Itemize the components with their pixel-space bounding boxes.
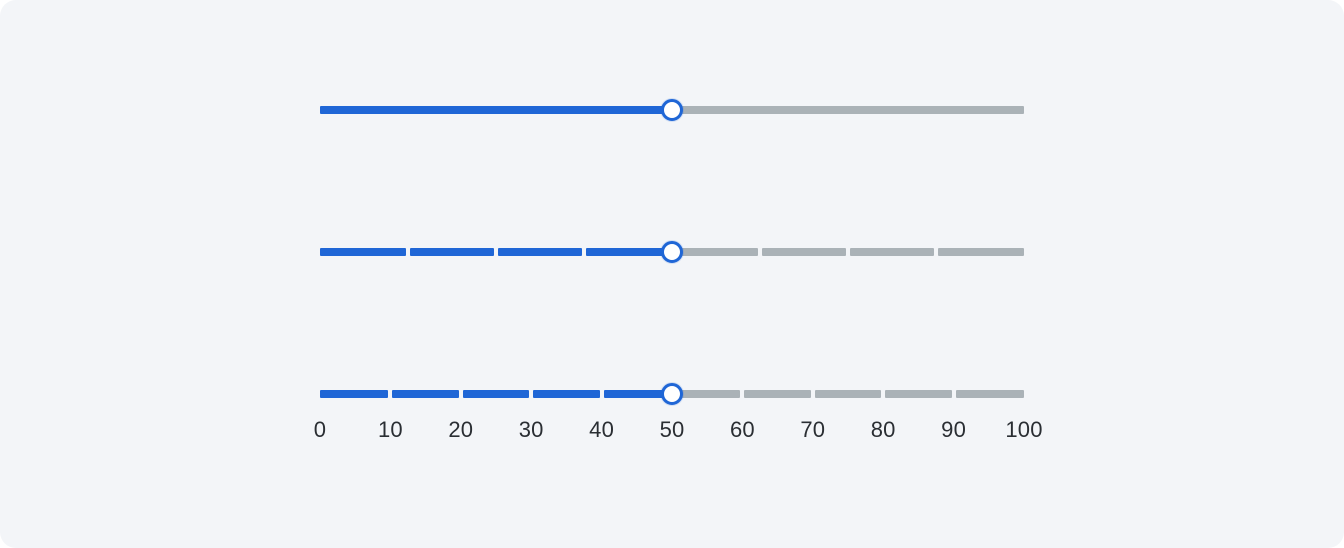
tick-label: 80: [870, 417, 896, 442]
slider-track[interactable]: [320, 390, 1024, 398]
tick-label: 10: [377, 417, 403, 442]
tick-label: 60: [729, 417, 755, 442]
track-segment: [955, 390, 1024, 398]
track-segment: [320, 390, 389, 398]
track-segment: [603, 390, 670, 398]
tick-label: 90: [941, 417, 967, 442]
track-segment: [850, 248, 934, 256]
ticked-slider[interactable]: [320, 382, 1024, 406]
tick-label: 40: [589, 417, 615, 442]
track-segment: [586, 248, 670, 256]
track-segment: [814, 390, 882, 398]
track-segment: [320, 248, 406, 256]
slider-thumb[interactable]: [661, 241, 683, 263]
slider-track[interactable]: [320, 248, 1024, 256]
track-segment: [885, 390, 952, 398]
stepped-slider[interactable]: [320, 240, 1024, 264]
track-segment: [674, 248, 758, 256]
track-segment: [462, 390, 530, 398]
track-segment: [533, 390, 600, 398]
track-segment: [674, 390, 741, 398]
track-segment: [498, 248, 582, 256]
slider-thumb[interactable]: [661, 99, 683, 121]
tick-label: 50: [659, 417, 685, 442]
track-segment: [938, 248, 1024, 256]
tick-label: 30: [518, 417, 544, 442]
continuous-slider[interactable]: [320, 98, 1024, 122]
tick-label: 70: [800, 417, 826, 442]
track-segment: [762, 248, 846, 256]
track-segment: [392, 390, 459, 398]
tick-label-row: 0 10 20 30 40 50 60 70 80 90 100: [314, 416, 1043, 444]
tick-label: 20: [448, 417, 474, 442]
slider-thumb[interactable]: [661, 383, 683, 405]
track-segment: [410, 248, 494, 256]
tick-label: 100: [1005, 417, 1043, 442]
track-segment: [744, 390, 811, 398]
tick-label: 0: [313, 417, 327, 442]
